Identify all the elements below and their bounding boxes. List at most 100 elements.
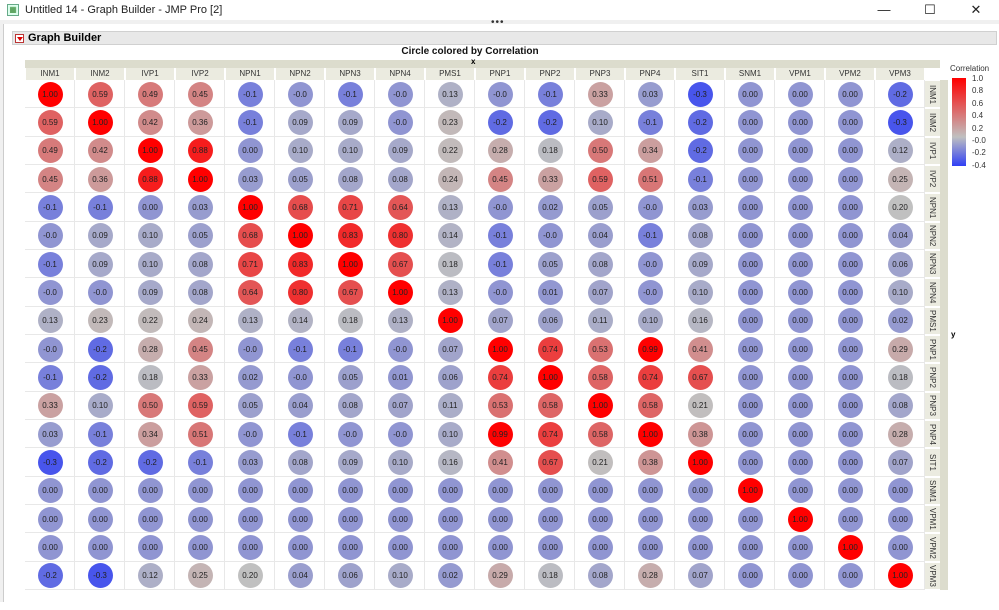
correlation-circle[interactable]: 0.00 — [537, 534, 563, 560]
correlation-circle[interactable]: 0.80 — [387, 223, 413, 249]
correlation-circle[interactable]: 0.80 — [287, 279, 313, 305]
correlation-circle[interactable]: -0.1 — [237, 81, 263, 107]
correlation-circle[interactable]: 0.64 — [237, 279, 263, 305]
correlation-circle[interactable]: -0.1 — [287, 336, 313, 362]
correlation-circle[interactable]: -0.2 — [887, 81, 913, 107]
correlation-circle[interactable]: 0.28 — [887, 421, 913, 447]
correlation-circle[interactable]: 0.00 — [787, 308, 813, 334]
correlation-circle[interactable]: 0.10 — [637, 308, 663, 334]
correlation-circle[interactable]: 0.07 — [587, 279, 613, 305]
correlation-circle[interactable]: -0.1 — [37, 364, 63, 390]
correlation-circle[interactable]: 0.58 — [637, 393, 663, 419]
correlation-circle[interactable]: 0.10 — [687, 279, 713, 305]
correlation-circle[interactable]: 0.10 — [387, 563, 413, 589]
correlation-circle[interactable]: 1.00 — [287, 223, 313, 249]
correlation-circle[interactable]: 1.00 — [37, 81, 63, 107]
correlation-circle[interactable]: 0.00 — [787, 534, 813, 560]
correlation-circle[interactable]: -0.0 — [487, 279, 513, 305]
correlation-circle[interactable]: 0.00 — [387, 506, 413, 532]
correlation-circle[interactable]: 0.51 — [637, 166, 663, 192]
correlation-circle[interactable]: 0.14 — [437, 223, 463, 249]
correlation-circle[interactable]: 0.00 — [187, 506, 213, 532]
correlation-circle[interactable]: 1.00 — [537, 364, 563, 390]
correlation-circle[interactable]: 0.33 — [37, 393, 63, 419]
correlation-circle[interactable]: -0.1 — [337, 336, 363, 362]
correlation-circle[interactable]: 0.29 — [887, 336, 913, 362]
correlation-circle[interactable]: -0.0 — [37, 279, 63, 305]
correlation-circle[interactable]: 0.58 — [587, 364, 613, 390]
correlation-circle[interactable]: -0.0 — [237, 421, 263, 447]
correlation-circle[interactable]: 0.24 — [437, 166, 463, 192]
correlation-circle[interactable]: 0.03 — [187, 194, 213, 220]
correlation-circle[interactable]: 0.23 — [437, 109, 463, 135]
correlation-circle[interactable]: 0.00 — [837, 109, 863, 135]
correlation-circle[interactable]: 0.64 — [387, 194, 413, 220]
correlation-circle[interactable]: 0.00 — [737, 506, 763, 532]
correlation-circle[interactable]: 0.09 — [87, 251, 113, 277]
graph-builder-outline[interactable]: Graph Builder — [12, 31, 997, 45]
correlation-circle[interactable]: -0.2 — [487, 109, 513, 135]
correlation-circle[interactable]: -0.1 — [637, 223, 663, 249]
correlation-circle[interactable]: 0.00 — [237, 506, 263, 532]
correlation-circle[interactable]: 0.00 — [737, 109, 763, 135]
correlation-circle[interactable]: -0.0 — [37, 223, 63, 249]
correlation-circle[interactable]: -0.2 — [687, 138, 713, 164]
correlation-circle[interactable]: 0.05 — [187, 223, 213, 249]
correlation-circle[interactable]: 0.00 — [837, 251, 863, 277]
correlation-circle[interactable]: 0.88 — [187, 138, 213, 164]
correlation-circle[interactable]: 1.00 — [587, 393, 613, 419]
correlation-circle[interactable]: -0.0 — [237, 336, 263, 362]
correlation-circle[interactable]: 0.08 — [587, 563, 613, 589]
correlation-circle[interactable]: 0.00 — [837, 308, 863, 334]
correlation-circle[interactable]: 0.00 — [87, 478, 113, 504]
correlation-circle[interactable]: 0.00 — [487, 506, 513, 532]
correlation-circle[interactable]: 0.13 — [437, 279, 463, 305]
correlation-circle[interactable]: -0.1 — [87, 421, 113, 447]
correlation-circle[interactable]: 0.16 — [437, 449, 463, 475]
correlation-circle[interactable]: 0.05 — [287, 166, 313, 192]
correlation-circle[interactable]: 0.13 — [437, 81, 463, 107]
correlation-circle[interactable]: 0.00 — [137, 194, 163, 220]
correlation-circle[interactable]: 1.00 — [87, 109, 113, 135]
correlation-circle[interactable]: 0.00 — [737, 81, 763, 107]
correlation-circle[interactable]: 0.33 — [537, 166, 563, 192]
correlation-circle[interactable]: 0.00 — [287, 534, 313, 560]
correlation-circle[interactable]: 0.45 — [37, 166, 63, 192]
correlation-circle[interactable]: 0.16 — [687, 308, 713, 334]
correlation-circle[interactable]: 0.51 — [187, 421, 213, 447]
correlation-circle[interactable]: -0.1 — [87, 194, 113, 220]
correlation-circle[interactable]: 0.08 — [887, 393, 913, 419]
correlation-circle[interactable]: 0.09 — [387, 138, 413, 164]
correlation-circle[interactable]: 0.18 — [537, 563, 563, 589]
correlation-circle[interactable]: 0.04 — [287, 393, 313, 419]
correlation-circle[interactable]: 1.00 — [737, 478, 763, 504]
correlation-circle[interactable]: 0.25 — [887, 166, 913, 192]
correlation-circle[interactable]: 1.00 — [237, 194, 263, 220]
correlation-circle[interactable]: 0.00 — [787, 279, 813, 305]
correlation-circle[interactable]: 0.00 — [737, 364, 763, 390]
correlation-circle[interactable]: -0.0 — [487, 81, 513, 107]
correlation-circle[interactable]: 0.08 — [337, 166, 363, 192]
correlation-circle[interactable]: 0.03 — [687, 194, 713, 220]
correlation-circle[interactable]: -0.0 — [287, 364, 313, 390]
correlation-circle[interactable]: 0.25 — [187, 563, 213, 589]
correlation-circle[interactable]: -0.3 — [887, 109, 913, 135]
correlation-circle[interactable]: 0.00 — [887, 534, 913, 560]
correlation-circle[interactable]: 0.00 — [737, 223, 763, 249]
correlation-circle[interactable]: 0.00 — [837, 478, 863, 504]
correlation-circle[interactable]: 0.11 — [437, 393, 463, 419]
correlation-circle[interactable]: -0.2 — [87, 449, 113, 475]
correlation-circle[interactable]: 0.99 — [487, 421, 513, 447]
correlation-circle[interactable]: 0.00 — [737, 336, 763, 362]
correlation-circle[interactable]: 0.00 — [287, 506, 313, 532]
correlation-circle[interactable]: 0.50 — [137, 393, 163, 419]
correlation-circle[interactable]: 0.07 — [387, 393, 413, 419]
correlation-circle[interactable]: -0.0 — [87, 279, 113, 305]
correlation-circle[interactable]: 0.74 — [487, 364, 513, 390]
correlation-circle[interactable]: 0.20 — [237, 563, 263, 589]
correlation-circle[interactable]: 0.33 — [187, 364, 213, 390]
correlation-circle[interactable]: 0.03 — [237, 166, 263, 192]
correlation-circle[interactable]: -0.0 — [37, 336, 63, 362]
correlation-circle[interactable]: 0.00 — [337, 506, 363, 532]
correlation-circle[interactable]: 0.21 — [587, 449, 613, 475]
